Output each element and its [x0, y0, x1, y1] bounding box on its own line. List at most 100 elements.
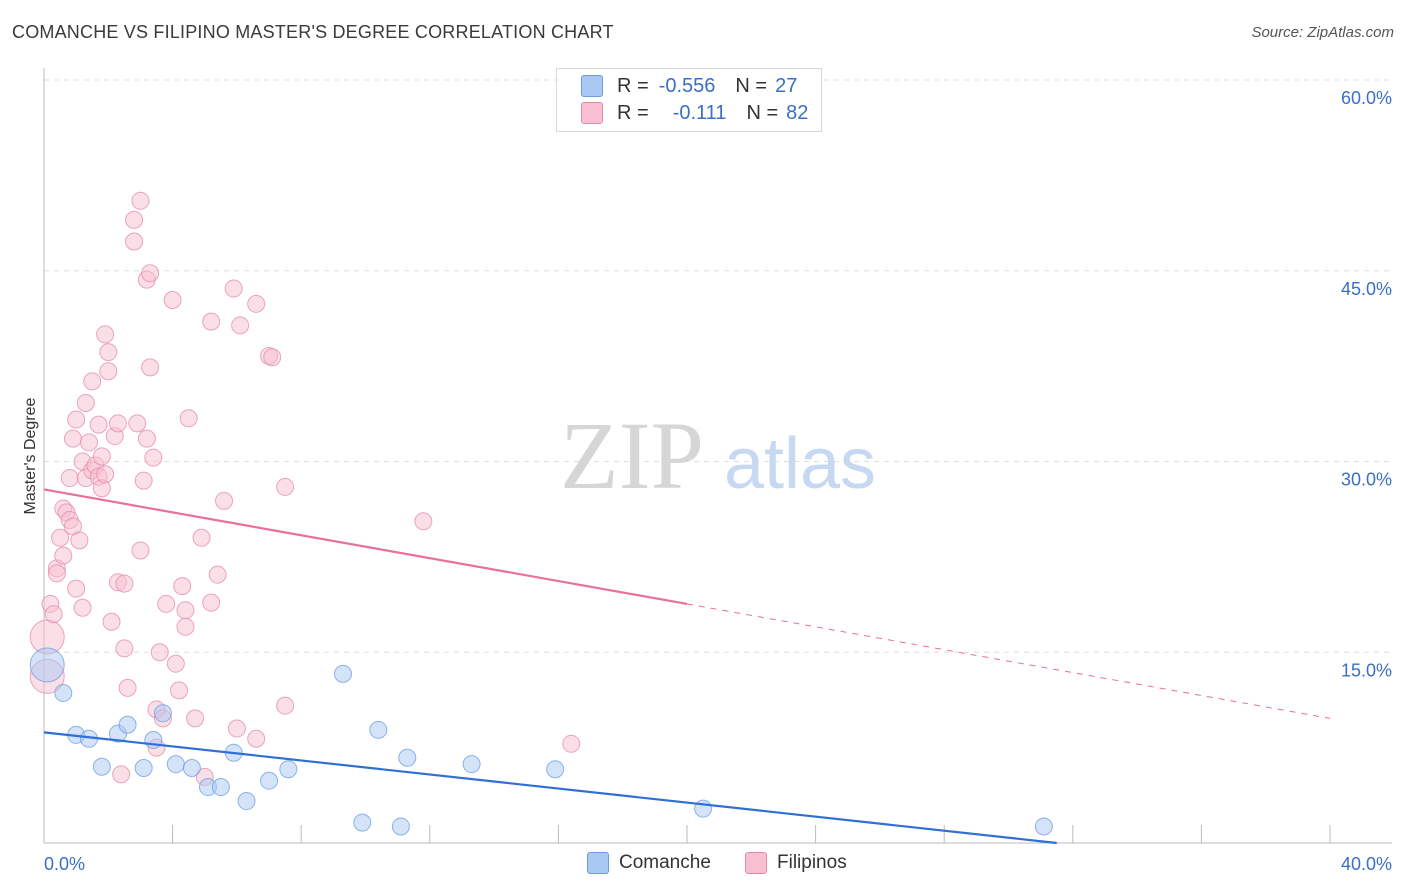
filipinos-point — [157, 594, 176, 613]
legend-n-label: N = — [735, 74, 768, 97]
filipinos-point — [192, 528, 211, 547]
filipinos-point — [263, 348, 282, 367]
filipinos-point — [115, 639, 134, 658]
legend-r-value: -0.556 — [658, 74, 716, 97]
filipinos-point — [163, 290, 182, 309]
filipinos-point — [166, 654, 185, 673]
filipinos-point — [141, 264, 160, 283]
legend-n-value: 27 — [775, 74, 798, 97]
comanche-point — [260, 771, 279, 790]
filipinos-point — [67, 579, 86, 598]
legend-item-comanche[interactable]: Comanche — [587, 852, 711, 874]
legend-item-label: Comanche — [619, 852, 711, 873]
comanche-point — [369, 720, 388, 739]
filipinos-point — [115, 574, 134, 593]
stats-legend: R = -0.556 N = 27 R = -0.111 N = 82 — [556, 68, 822, 132]
comanche-swatch — [587, 852, 609, 874]
source-label: Source: ZipAtlas.com — [1251, 24, 1394, 41]
filipinos-point — [96, 465, 115, 484]
filipinos-point — [125, 210, 144, 229]
comanche-point — [391, 817, 410, 836]
filipinos-point — [118, 678, 137, 697]
filipinos-point — [134, 471, 153, 490]
filipinos-point — [131, 541, 150, 560]
filipinos-point — [131, 191, 150, 210]
filipinos-trend-extension — [686, 603, 1331, 719]
filipinos-point — [202, 593, 221, 612]
filipinos-point — [414, 512, 433, 531]
legend-n-label: N = — [746, 101, 779, 124]
filipinos-point — [112, 765, 131, 784]
legend-n-value: 82 — [786, 101, 809, 124]
comanche-point — [353, 813, 372, 832]
filipinos-point — [73, 598, 92, 617]
legend-item-label: Filipinos — [777, 852, 847, 873]
filipinos-point — [108, 414, 127, 433]
comanche-point — [166, 755, 185, 774]
filipinos-point — [170, 681, 189, 700]
comanche-point — [279, 760, 298, 779]
filipinos-point — [67, 410, 86, 429]
filipinos-point — [176, 601, 195, 620]
filipinos-point — [83, 372, 102, 391]
legend-r-label: R = — [617, 101, 649, 124]
filipinos-point — [102, 612, 121, 631]
filipinos-point — [276, 696, 295, 715]
data-points — [29, 191, 1053, 836]
comanche-point — [182, 758, 201, 777]
filipinos-point — [96, 325, 115, 344]
axes — [43, 68, 1392, 844]
trend-lines — [43, 488, 1331, 845]
x-tick-label: 40.0% — [1341, 854, 1392, 874]
comanche-point — [54, 683, 73, 702]
filipinos-point — [63, 429, 82, 448]
comanche-point — [29, 647, 65, 683]
y-tick-label: 60.0% — [1341, 88, 1392, 108]
y-tick-label: 15.0% — [1341, 660, 1392, 680]
comanche-point — [92, 757, 111, 776]
filipinos-point — [92, 447, 111, 466]
filipinos-point — [99, 343, 118, 362]
comanche-point — [134, 758, 153, 777]
filipinos-point — [44, 605, 63, 624]
filipinos-point — [208, 565, 227, 584]
filipinos-point — [125, 232, 144, 251]
filipinos-point — [202, 312, 221, 331]
filipinos-point — [76, 394, 95, 413]
filipinos-point — [247, 729, 266, 748]
filipinos-point — [179, 409, 198, 428]
legend-row-filipinos: R = -0.111 N = 82 — [581, 100, 808, 126]
filipinos-point — [141, 358, 160, 377]
filipinos-point — [54, 546, 73, 565]
filipinos-point — [186, 709, 205, 728]
filipinos-swatch — [745, 852, 767, 874]
filipinos-point — [173, 577, 192, 596]
watermark: ZIP atlas — [560, 402, 876, 509]
legend-item-filipinos[interactable]: Filipinos — [745, 852, 847, 874]
comanche-point — [333, 664, 352, 683]
y-axis-label: Master's Degree — [22, 397, 39, 514]
filipinos-point — [51, 528, 70, 547]
legend-r-value: -0.111 — [672, 101, 727, 124]
filipinos-point — [89, 415, 108, 434]
watermark-zip: ZIP — [560, 402, 704, 509]
filipinos-point — [227, 719, 246, 738]
comanche-trend-line — [43, 731, 1057, 845]
tick-labels: 15.0% 30.0% 45.0% 60.0% 0.0% 40.0% — [44, 88, 1392, 874]
comanche-point — [237, 792, 256, 811]
legend-row-comanche: R = -0.556 N = 27 — [581, 73, 797, 99]
filipinos-point — [80, 433, 99, 452]
filipinos-swatch — [581, 102, 603, 124]
filipinos-point — [60, 469, 79, 488]
comanche-point — [118, 715, 137, 734]
series-legend: Comanche Filipinos — [0, 852, 1406, 878]
filipinos-point — [276, 477, 295, 496]
filipinos-point — [562, 734, 581, 753]
filipinos-point — [215, 491, 234, 510]
x-tick-label: 0.0% — [44, 854, 85, 874]
comanche-swatch — [581, 75, 603, 97]
comanche-point — [462, 755, 481, 774]
comanche-point — [546, 760, 565, 779]
comanche-point — [398, 748, 417, 767]
